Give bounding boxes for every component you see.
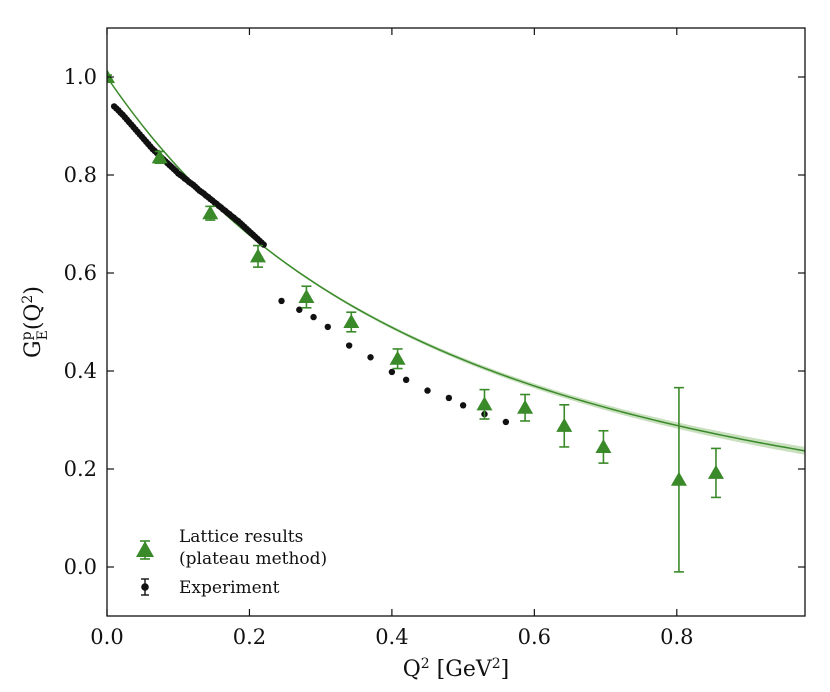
y-tick-label: 1.0 [64,65,97,89]
plot-frame [106,27,806,617]
lattice-point [389,348,406,370]
y-tick-label: 0.0 [64,555,97,579]
y-tick-label: 0.6 [64,261,97,285]
experiment-point [278,297,285,305]
lattice-point [595,429,612,464]
experiment-point [345,342,353,349]
legend-lattice-label-line1: Lattice results [179,527,303,547]
x-tick-label: 0.0 [90,625,123,649]
x-tick-label: 0.6 [518,625,551,649]
lattice-series [107,69,724,573]
lattice-point [249,244,266,268]
y-tick-label: 0.2 [64,457,97,481]
x-axis-title: Q2 [GeV2] [403,656,510,682]
x-tick-label: 0.2 [233,625,266,649]
legend: Lattice results (plateau method) Experim… [136,527,327,598]
experiment-point [459,402,467,409]
lattice-point [151,149,168,165]
experiment-point [402,376,410,384]
experiment-point [388,368,396,376]
experiment-point [310,313,317,321]
legend-lattice-marker [136,540,154,560]
lattice-point [556,404,573,448]
lattice-point [707,447,724,499]
lattice-point [107,69,115,83]
experiment-point [424,387,431,394]
experiment-point [367,354,374,361]
lattice-point [476,388,493,420]
lattice-point [343,311,360,333]
y-tick-label: 0.4 [64,359,97,383]
lattice-point [517,393,534,422]
legend-lattice-label-line2: (plateau method) [179,549,327,569]
experiment-series [110,103,510,426]
legend-experiment-marker [141,578,149,596]
y-tick-label: 0.8 [64,163,97,187]
lattice-point [202,205,219,221]
x-tick-label: 0.8 [660,625,693,649]
legend-experiment-label: Experiment [179,578,280,598]
lattice-point [670,386,687,573]
experiment-point [502,418,510,426]
axis-ticks: 0.0 0.2 0.4 0.6 0.8 0.0 0.2 0.4 0.6 0.8 1.0 [64,28,805,649]
y-axis-title: GpE(Q2) [19,286,51,358]
experiment-point [260,241,267,248]
experiment-point [445,394,453,402]
experiment-point [296,306,303,313]
x-tick-label: 0.4 [375,625,408,649]
lattice-point [298,285,315,309]
experiment-point [324,323,331,331]
